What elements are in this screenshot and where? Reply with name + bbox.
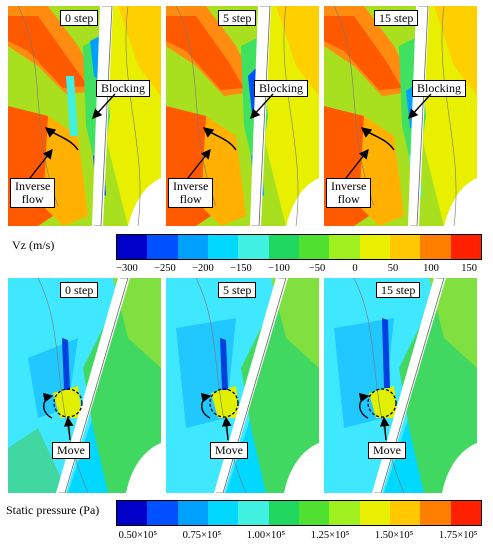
colorbar-tick-label: 1.50×10⁵ <box>374 530 414 541</box>
colorbar-swatch <box>238 501 269 525</box>
colorbar-swatch <box>177 235 208 259</box>
pressure-panel-5-step: 5 step Move <box>166 278 319 493</box>
inverse-flow-label: Inverse flow <box>326 178 372 208</box>
inverse-label-line-1: Inverse <box>15 179 51 193</box>
colorbar-swatch <box>298 501 330 525</box>
colorbar-swatch <box>147 501 178 525</box>
step-label: 5 step <box>218 282 257 298</box>
inverse-flow-label: Inverse flow <box>10 178 56 208</box>
blocking-label: Blocking <box>96 80 150 97</box>
colorbar-swatch <box>420 235 451 259</box>
step-label: 0 step <box>60 282 99 298</box>
colorbar-swatch <box>177 501 208 525</box>
colorbar-swatch <box>450 501 481 525</box>
colorbar-tick-label: 50 <box>387 263 399 274</box>
step-label: 0 step <box>60 10 99 26</box>
colorbar-swatch <box>450 235 481 259</box>
vz-colorbar-title: Vz (m/s) <box>12 238 55 252</box>
move-label: Move <box>368 442 406 459</box>
move-label: Move <box>52 442 90 459</box>
pressure-panel-15-step: 15 step Move <box>324 278 477 493</box>
colorbar-swatch <box>207 235 239 259</box>
inverse-flow-label: Inverse flow <box>168 178 214 208</box>
colorbar-tick-label: −300 <box>116 263 138 274</box>
colorbar-tick-label: 0 <box>352 263 358 274</box>
move-label: Move <box>210 442 248 459</box>
pressure-colorbar-title: Static pressure (Pa) <box>6 503 100 517</box>
colorbar-swatch <box>359 501 390 525</box>
step-label: 15 step <box>374 10 419 26</box>
colorbar-tick-label: 150 <box>461 263 477 274</box>
inverse-label-line-1: Inverse <box>331 179 367 193</box>
colorbar-tick-label: 1.75×10⁵ <box>438 530 478 541</box>
colorbar-swatch <box>207 501 239 525</box>
colorbar-tick-label: −250 <box>154 263 176 274</box>
blocking-label: Blocking <box>412 80 466 97</box>
colorbar-tick-label: 0.50×10⁵ <box>118 530 158 541</box>
colorbar-swatch <box>389 235 421 259</box>
colorbar-tick-label: −200 <box>192 263 214 274</box>
colorbar-tick-label: −100 <box>268 263 290 274</box>
colorbar-tick-label: −50 <box>308 263 326 274</box>
colorbar-swatch <box>329 501 360 525</box>
blocking-label: Blocking <box>254 80 308 97</box>
colorbar-swatch <box>389 501 421 525</box>
vz-panel-0-step: 0 step Blocking Inverse flow <box>8 6 161 226</box>
inverse-label-line-2: flow <box>337 192 360 206</box>
inverse-label-line-1: Inverse <box>173 179 209 193</box>
colorbar-tick-label: 100 <box>423 263 439 274</box>
step-label: 5 step <box>218 10 257 26</box>
colorbar-swatch <box>420 501 451 525</box>
pressure-colorbar <box>116 500 482 526</box>
colorbar-swatch <box>268 501 299 525</box>
colorbar-tick-label: −150 <box>230 263 252 274</box>
vz-panel-5-step: 5 step Blocking Inverse flow <box>166 6 319 226</box>
colorbar-swatch <box>147 235 178 259</box>
colorbar-tick-label: 0.75×10⁵ <box>182 530 222 541</box>
colorbar-swatch <box>117 235 148 259</box>
colorbar-swatch <box>117 501 148 525</box>
vz-colorbar <box>116 234 482 260</box>
colorbar-swatch <box>268 235 299 259</box>
colorbar-swatch <box>238 235 269 259</box>
pressure-panel-0-step: 0 step Move <box>8 278 161 493</box>
vz-panel-15-step: 15 step Blocking Inverse flow <box>324 6 477 226</box>
inverse-label-line-2: flow <box>179 192 202 206</box>
colorbar-tick-label: 1.00×10⁵ <box>246 530 286 541</box>
colorbar-swatch <box>298 235 330 259</box>
inverse-label-line-2: flow <box>21 192 44 206</box>
colorbar-tick-label: 1.25×10⁵ <box>310 530 350 541</box>
colorbar-swatch <box>329 235 360 259</box>
step-label: 15 step <box>376 282 421 298</box>
colorbar-swatch <box>359 235 390 259</box>
